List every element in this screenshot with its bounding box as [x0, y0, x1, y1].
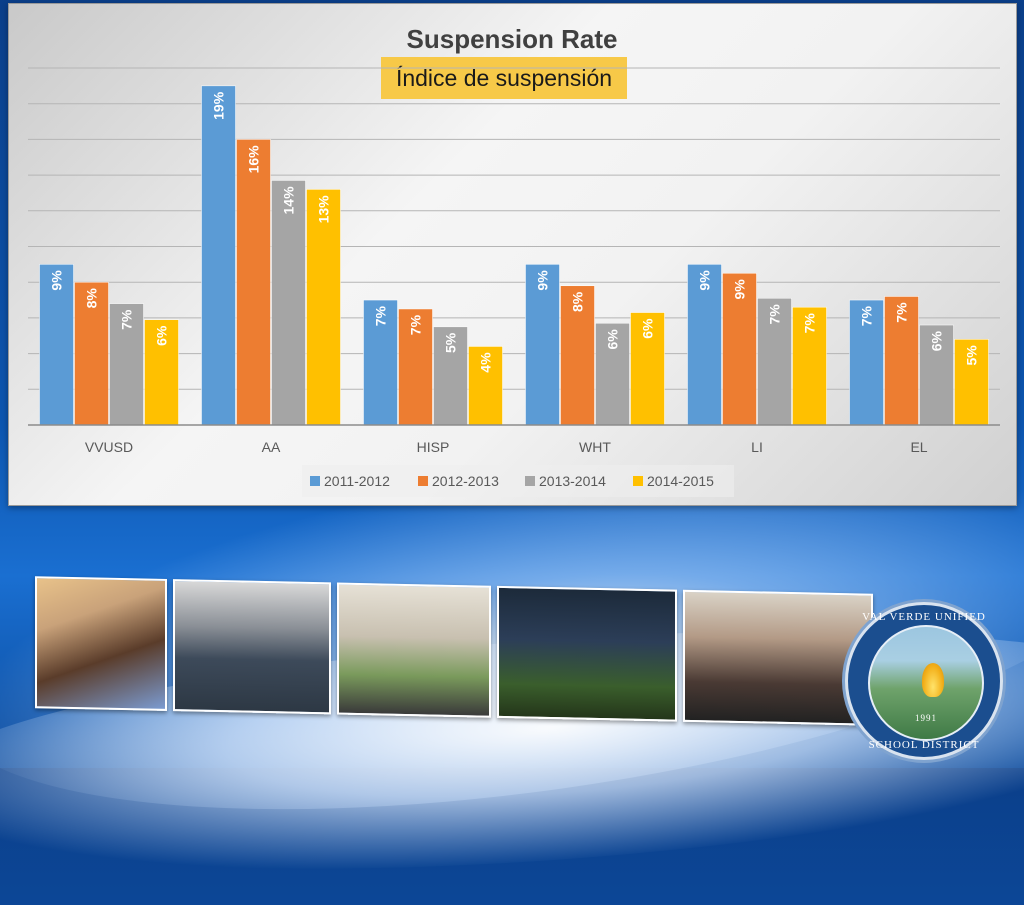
chart-title: Suspension Rate [406, 24, 618, 54]
bar [39, 264, 74, 426]
x-tick-label: EL [910, 439, 927, 455]
data-label: 16% [246, 145, 262, 174]
data-label: 9% [49, 270, 65, 291]
bar [398, 308, 433, 426]
bar [109, 303, 144, 426]
legend-swatch [418, 476, 428, 486]
photo-science-garden [337, 582, 491, 718]
data-label: 13% [316, 195, 332, 224]
data-label: 7% [802, 313, 818, 334]
data-label: 6% [640, 318, 656, 339]
x-tick-label: HISP [417, 439, 450, 455]
data-label: 7% [767, 304, 783, 325]
bar [525, 264, 560, 426]
photo-teacher-with-students [683, 589, 873, 726]
bar [722, 273, 757, 426]
bar [306, 189, 341, 426]
data-label: 9% [732, 279, 748, 300]
bar [792, 306, 827, 426]
legend-label: 2014-2015 [647, 473, 714, 489]
data-label: 7% [894, 302, 910, 323]
x-tick-label: AA [262, 439, 281, 455]
data-label: 19% [211, 91, 227, 120]
data-label: 7% [408, 314, 424, 335]
bar [849, 299, 884, 426]
data-label: 14% [281, 186, 297, 215]
legend-label: 2011-2012 [324, 473, 390, 489]
legend-background [302, 465, 734, 497]
district-seal-logo: VAL VERDE UNIFIED 1991 SCHOOL DISTRICT [845, 602, 1003, 760]
data-label: 5% [443, 332, 459, 353]
photo-strip [35, 576, 875, 734]
bar [919, 324, 954, 426]
bar [595, 323, 630, 426]
data-label: 7% [373, 305, 389, 326]
bar [144, 319, 179, 426]
data-label: 5% [964, 345, 980, 366]
bar [271, 180, 306, 426]
bar [74, 281, 109, 426]
x-tick-label: VVUSD [85, 439, 133, 455]
photo-football-game [497, 585, 677, 722]
legend-swatch [525, 476, 535, 486]
data-label: 7% [119, 309, 135, 330]
logo-year: 1991 [915, 713, 937, 723]
data-label: 4% [478, 352, 494, 373]
photo-computer-lab [173, 579, 331, 715]
bar [468, 346, 503, 426]
chart-subtitle: Índice de suspensión [381, 57, 627, 99]
logo-top-text: VAL VERDE UNIFIED [862, 611, 986, 623]
data-label: 9% [535, 270, 551, 291]
bar [236, 139, 271, 426]
logo-emblem: 1991 [868, 625, 984, 741]
legend-label: 2013-2014 [539, 473, 606, 489]
torch-flame-icon [922, 663, 944, 697]
bar [433, 326, 468, 426]
bar [954, 339, 989, 426]
x-tick-label: LI [751, 439, 763, 455]
data-label: 7% [859, 305, 875, 326]
bar [630, 312, 665, 426]
data-label: 6% [929, 330, 945, 351]
bar [757, 298, 792, 426]
data-label: 6% [154, 325, 170, 346]
legend-swatch [633, 476, 643, 486]
logo-bottom-text: SCHOOL DISTRICT [868, 739, 980, 751]
photo-classroom-students [35, 576, 167, 711]
suspension-rate-bar-chart: 9% 8% 7% 6% VVUSD 19% 16% 14% 13% AA 7% 7% 5% 4% HISP 9… [28, 67, 1000, 497]
legend-label: 2012-2013 [432, 473, 499, 489]
data-label: 8% [570, 291, 586, 312]
x-tick-label: WHT [579, 439, 611, 455]
data-label: 9% [697, 270, 713, 291]
bar [560, 285, 595, 426]
legend-swatch [310, 476, 320, 486]
data-label: 8% [84, 288, 100, 309]
bar [687, 264, 722, 426]
data-label: 6% [605, 329, 621, 350]
bar [884, 296, 919, 426]
bar [201, 85, 236, 426]
